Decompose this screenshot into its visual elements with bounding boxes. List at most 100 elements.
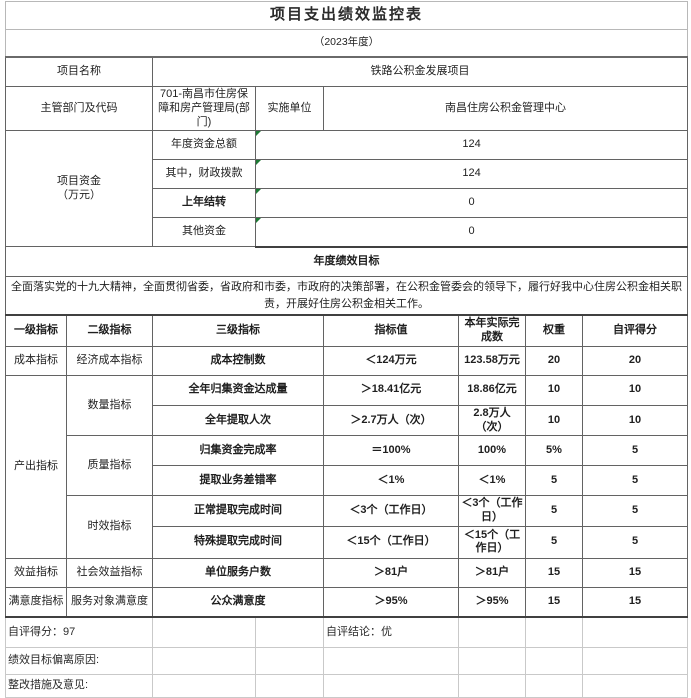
goal-text: 全面落实党的十九大精神，全面贯彻省委，省政府和市委，市政府的决策部署，在公积金管… — [4, 276, 689, 317]
cell-score: 5 — [581, 495, 689, 527]
cell-target: ＜3个（工作日） — [323, 495, 459, 527]
empty-cell — [458, 616, 526, 648]
cell-target: ＞2.7万人（次） — [323, 404, 459, 437]
cell-l3: 特殊提取完成时间 — [152, 525, 324, 559]
funds-row-value: 0 — [254, 217, 689, 248]
cell-actual: ＜1% — [458, 465, 526, 497]
col-header-level2: 二级指标 — [66, 314, 153, 347]
cell-actual: 100% — [458, 435, 526, 467]
funds-value-text: 0 — [468, 225, 475, 238]
cell-weight: 10 — [525, 374, 583, 406]
cell-l3: 正常提取完成时间 — [152, 495, 324, 527]
cell-weight: 5% — [525, 435, 583, 467]
funds-row-value: 0 — [254, 188, 689, 219]
performance-monitoring-table: 项目支出绩效监控表 （2023年度） 项目名称 铁路公积金发展项目 主管部门及代… — [4, 1, 689, 698]
cell-flag-triangle-icon — [256, 160, 261, 166]
cell-score: 15 — [581, 586, 689, 619]
cell-target: ＞81户 — [323, 557, 459, 588]
project-name-label: 项目名称 — [5, 56, 153, 87]
impl-unit-value: 南昌住房公积金管理中心 — [322, 85, 689, 132]
cell-l2: 数量指标 — [66, 374, 153, 437]
funds-row-label: 其他资金 — [152, 217, 256, 248]
cell-l3: 全年提取人次 — [152, 404, 324, 437]
funds-label: 项目资金 （万元） — [5, 130, 153, 248]
cell-target: ＜15个（工作日） — [323, 525, 459, 559]
cell-l3: 提取业务差错率 — [152, 465, 324, 497]
indicator-row: 成本指标 经济成本指标 成本控制数 ＜124万元 123.58万元 20 20 — [5, 345, 689, 376]
cell-l3: 成本控制数 — [152, 345, 324, 376]
empty-cell — [525, 646, 583, 675]
goal-header: 年度绩效目标 — [4, 246, 689, 278]
empty-cell — [255, 646, 324, 675]
cell-l1: 成本指标 — [5, 345, 67, 376]
indicator-row: 全年提取人次 ＞2.7万人（次） 2.8万人（次） 10 10 — [6, 404, 689, 437]
indicator-row: 满意度指标 服务对象满意度 公众满意度 ＞95% ＞95% 15 15 — [5, 586, 689, 619]
cell-l2: 社会效益指标 — [66, 557, 153, 588]
indicator-row: 提取业务差错率 ＜1% ＜1% 5 5 — [6, 465, 689, 497]
cell-flag-triangle-icon — [256, 218, 261, 224]
cell-target: ＞95% — [323, 586, 459, 619]
cell-target: ＝100% — [323, 435, 459, 467]
funds-row-label: 其中，财政拨款 — [152, 159, 256, 190]
page-title: 项目支出绩效监控表 — [4, 1, 689, 30]
cell-l2: 经济成本指标 — [66, 345, 153, 376]
cell-score: 20 — [581, 345, 689, 376]
dept-label: 主管部门及代码 — [5, 85, 153, 132]
col-header-weight: 权重 — [525, 314, 583, 347]
cell-score: 10 — [581, 374, 689, 406]
funds-value-text: 0 — [468, 196, 475, 209]
indicator-row: 质量指标 归集资金完成率 ＝100% 100% 5% 5 — [6, 435, 689, 497]
project-name-value: 铁路公积金发展项目 — [151, 56, 689, 87]
empty-cell — [323, 646, 459, 675]
page-subtitle: （2023年度） — [4, 29, 689, 58]
deviation-reason-label: 绩效目标偏离原因: — [5, 646, 153, 675]
empty-cell — [152, 616, 256, 648]
indicator-row: 时效指标 正常提取完成时间 ＜3个（工作日） ＜3个（工作日） 5 5 — [6, 495, 689, 559]
cell-actual: 123.58万元 — [458, 345, 526, 376]
cell-score: 5 — [581, 435, 689, 467]
empty-cell — [525, 616, 583, 648]
funds-value-text: 124 — [462, 138, 481, 151]
dept-value: 701-南昌市住房保障和房产管理局(部门) — [152, 85, 256, 132]
funds-row-value: 124 — [254, 159, 689, 190]
cell-l1: 产出指标 — [5, 374, 67, 559]
empty-cell — [255, 616, 324, 648]
cell-weight: 10 — [525, 404, 583, 437]
cell-flag-triangle-icon — [256, 189, 261, 195]
empty-cell — [581, 646, 689, 675]
empty-cell — [152, 646, 256, 675]
col-header-level3: 三级指标 — [152, 314, 324, 347]
cell-target: ＞18.41亿元 — [323, 374, 459, 406]
cell-flag-triangle-icon — [256, 131, 261, 137]
funds-row-label: 上年结转 — [152, 188, 256, 219]
cell-l2: 质量指标 — [66, 435, 153, 497]
col-header-target: 指标值 — [323, 314, 459, 347]
empty-cell — [458, 646, 526, 675]
cell-actual: 2.8万人（次） — [458, 404, 526, 437]
cell-score: 10 — [581, 404, 689, 437]
self-score-label: 自评得分：97 — [5, 616, 153, 648]
cell-actual: ＜15个（工作日） — [458, 525, 526, 559]
funds-value-text: 124 — [462, 167, 481, 180]
cell-weight: 5 — [525, 525, 583, 559]
col-header-actual: 本年实际完成数 — [458, 314, 526, 347]
cell-target: ＜1% — [323, 465, 459, 497]
cell-l3: 公众满意度 — [152, 586, 324, 619]
cell-weight: 5 — [525, 495, 583, 527]
empty-cell — [581, 616, 689, 648]
funds-row-value: 124 — [254, 130, 689, 161]
cell-actual: 18.86亿元 — [458, 374, 526, 406]
cell-weight: 15 — [525, 586, 583, 619]
cell-weight: 20 — [525, 345, 583, 376]
cell-l1: 满意度指标 — [5, 586, 67, 619]
cell-score: 15 — [581, 557, 689, 588]
cell-actual: ＞81户 — [458, 557, 526, 588]
self-conclusion-label: 自评结论：优 — [323, 616, 459, 648]
cell-actual: ＜3个（工作日） — [458, 495, 526, 527]
cell-l2: 时效指标 — [66, 495, 153, 559]
cell-l1: 效益指标 — [5, 557, 67, 588]
cell-actual: ＞95% — [458, 586, 526, 619]
indicator-row: 特殊提取完成时间 ＜15个（工作日） ＜15个（工作日） 5 5 — [6, 525, 689, 559]
indicator-row: 产出指标 数量指标 全年归集资金达成量 ＞18.41亿元 18.86亿元 10 … — [5, 374, 689, 559]
